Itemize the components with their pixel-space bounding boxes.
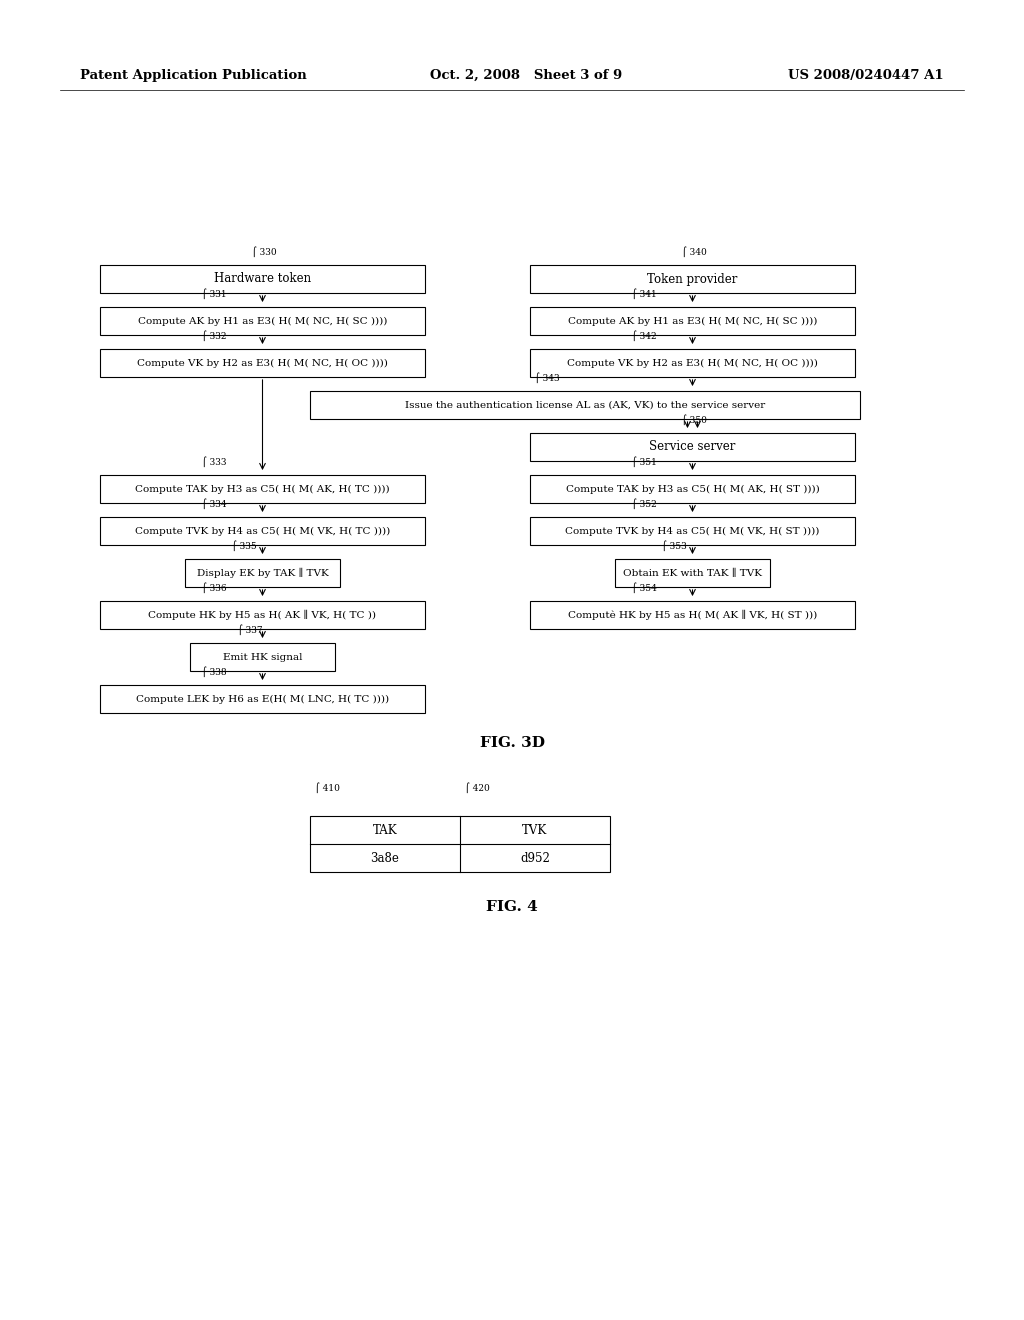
- Text: Token provider: Token provider: [647, 272, 737, 285]
- Text: ⌠ 332: ⌠ 332: [203, 330, 227, 341]
- Text: ⌠ 338: ⌠ 338: [203, 667, 227, 677]
- Text: ⌠ 354: ⌠ 354: [633, 582, 657, 593]
- Text: Patent Application Publication: Patent Application Publication: [80, 69, 307, 82]
- Bar: [190, 643, 335, 671]
- Text: Obtain EK with TAK ∥ TVK: Obtain EK with TAK ∥ TVK: [623, 569, 762, 578]
- Bar: [530, 475, 855, 503]
- Bar: [530, 601, 855, 630]
- Text: ⌠ 350: ⌠ 350: [683, 414, 708, 425]
- Text: d952: d952: [520, 851, 550, 865]
- Bar: [100, 265, 425, 293]
- Bar: [100, 601, 425, 630]
- Text: ⌠ 330: ⌠ 330: [253, 247, 278, 257]
- Text: ⌠ 335: ⌠ 335: [232, 540, 257, 550]
- Text: Service server: Service server: [649, 441, 735, 454]
- Text: 3a8e: 3a8e: [371, 851, 399, 865]
- Bar: [100, 348, 425, 378]
- Text: Oct. 2, 2008   Sheet 3 of 9: Oct. 2, 2008 Sheet 3 of 9: [430, 69, 623, 82]
- Bar: [530, 348, 855, 378]
- Text: Display EK by TAK ∥ TVK: Display EK by TAK ∥ TVK: [197, 568, 329, 578]
- Text: Issue the authentication license AL as (AK, VK) to the service server: Issue the authentication license AL as (…: [404, 400, 765, 409]
- Text: TAK: TAK: [373, 824, 397, 837]
- Text: Compute LEK by H6 as E(H( M( LNC, H( TC )))): Compute LEK by H6 as E(H( M( LNC, H( TC …: [136, 694, 389, 704]
- Text: FIG. 4: FIG. 4: [486, 900, 538, 913]
- Text: ⌠ 351: ⌠ 351: [633, 457, 657, 467]
- Text: ⌠ 353: ⌠ 353: [663, 540, 687, 550]
- Bar: [310, 816, 610, 873]
- Text: Compute TAK by H3 as C5( H( M( AK, H( ST )))): Compute TAK by H3 as C5( H( M( AK, H( ST…: [565, 484, 819, 494]
- Bar: [530, 517, 855, 545]
- Bar: [530, 308, 855, 335]
- Text: ⌠ 342: ⌠ 342: [633, 330, 657, 341]
- Bar: [530, 265, 855, 293]
- Text: Compute HK by H5 as H( AK ∥ VK, H( TC )): Compute HK by H5 as H( AK ∥ VK, H( TC )): [148, 610, 377, 620]
- Text: ⌠ 331: ⌠ 331: [203, 288, 227, 300]
- Bar: [185, 558, 340, 587]
- Text: ⌠ 336: ⌠ 336: [203, 582, 227, 593]
- Text: Hardware token: Hardware token: [214, 272, 311, 285]
- Text: US 2008/0240447 A1: US 2008/0240447 A1: [788, 69, 944, 82]
- Text: ⌠ 343: ⌠ 343: [535, 372, 560, 383]
- Text: Compute AK by H1 as E3( H( M( NC, H( SC )))): Compute AK by H1 as E3( H( M( NC, H( SC …: [568, 317, 817, 326]
- Bar: [615, 558, 770, 587]
- Text: ⌠ 420: ⌠ 420: [465, 783, 489, 793]
- Text: ⌠ 340: ⌠ 340: [683, 247, 708, 257]
- Text: FIG. 3D: FIG. 3D: [479, 737, 545, 750]
- Text: ⌠ 333: ⌠ 333: [203, 457, 227, 467]
- Bar: [100, 308, 425, 335]
- Bar: [100, 517, 425, 545]
- Text: TVK: TVK: [522, 824, 548, 837]
- Text: Compute TAK by H3 as C5( H( M( AK, H( TC )))): Compute TAK by H3 as C5( H( M( AK, H( TC…: [135, 484, 390, 494]
- Text: Compute AK by H1 as E3( H( M( NC, H( SC )))): Compute AK by H1 as E3( H( M( NC, H( SC …: [138, 317, 387, 326]
- Bar: [100, 685, 425, 713]
- Text: ⌠ 352: ⌠ 352: [633, 498, 657, 510]
- Text: ⌠ 410: ⌠ 410: [315, 783, 340, 793]
- Text: Emit HK signal: Emit HK signal: [223, 652, 302, 661]
- Text: Compute TVK by H4 as C5( H( M( VK, H( ST )))): Compute TVK by H4 as C5( H( M( VK, H( ST…: [565, 527, 819, 536]
- Text: Compute VK by H2 as E3( H( M( NC, H( OC )))): Compute VK by H2 as E3( H( M( NC, H( OC …: [567, 359, 818, 367]
- Text: ⌠ 341: ⌠ 341: [633, 288, 657, 300]
- Text: Compute VK by H2 as E3( H( M( NC, H( OC )))): Compute VK by H2 as E3( H( M( NC, H( OC …: [137, 359, 388, 367]
- Text: Computè HK by H5 as H( M( AK ∥ VK, H( ST ))): Computè HK by H5 as H( M( AK ∥ VK, H( S…: [568, 610, 817, 620]
- Text: ⌠ 337: ⌠ 337: [238, 624, 262, 635]
- Bar: [530, 433, 855, 461]
- Bar: [100, 475, 425, 503]
- Text: ⌠ 334: ⌠ 334: [203, 498, 227, 510]
- Bar: [310, 391, 860, 418]
- Text: Compute TVK by H4 as C5( H( M( VK, H( TC )))): Compute TVK by H4 as C5( H( M( VK, H( TC…: [135, 527, 390, 536]
